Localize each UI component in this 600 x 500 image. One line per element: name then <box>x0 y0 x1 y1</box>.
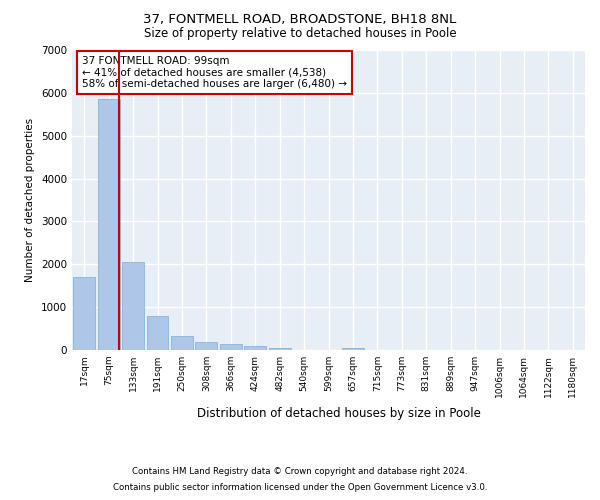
Bar <box>171 336 193 350</box>
Bar <box>196 342 217 350</box>
Bar <box>342 348 364 350</box>
Bar <box>220 344 242 350</box>
Text: Contains public sector information licensed under the Open Government Licence v3: Contains public sector information licen… <box>113 484 487 492</box>
Y-axis label: Number of detached properties: Number of detached properties <box>25 118 35 282</box>
Bar <box>244 346 266 350</box>
Text: Size of property relative to detached houses in Poole: Size of property relative to detached ho… <box>143 28 457 40</box>
Bar <box>73 277 95 350</box>
Bar <box>122 262 144 350</box>
Bar <box>146 316 169 350</box>
Bar <box>269 348 290 350</box>
Text: Contains HM Land Registry data © Crown copyright and database right 2024.: Contains HM Land Registry data © Crown c… <box>132 468 468 476</box>
Text: 37 FONTMELL ROAD: 99sqm
← 41% of detached houses are smaller (4,538)
58% of semi: 37 FONTMELL ROAD: 99sqm ← 41% of detache… <box>82 56 347 89</box>
Text: 37, FONTMELL ROAD, BROADSTONE, BH18 8NL: 37, FONTMELL ROAD, BROADSTONE, BH18 8NL <box>143 12 457 26</box>
Bar <box>98 100 119 350</box>
Text: Distribution of detached houses by size in Poole: Distribution of detached houses by size … <box>197 408 481 420</box>
